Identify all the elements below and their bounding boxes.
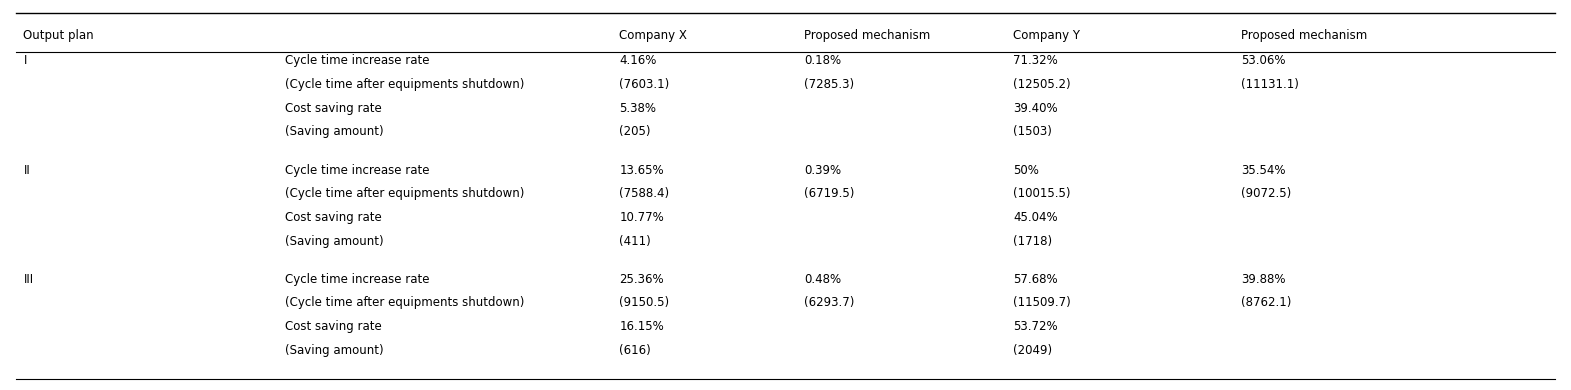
Text: Cost saving rate: Cost saving rate [284,320,382,333]
Text: Output plan: Output plan [24,29,94,42]
Text: 39.88%: 39.88% [1241,273,1285,286]
Text: Company Y: Company Y [1013,29,1081,42]
Text: Cost saving rate: Cost saving rate [284,211,382,224]
Text: 53.06%: 53.06% [1241,54,1285,67]
Text: (7588.4): (7588.4) [619,187,669,200]
Text: (Saving amount): (Saving amount) [284,235,383,248]
Text: (9150.5): (9150.5) [619,296,669,309]
Text: 0.18%: 0.18% [804,54,840,67]
Text: 4.16%: 4.16% [619,54,657,67]
Text: (Saving amount): (Saving amount) [284,126,383,138]
Text: Proposed mechanism: Proposed mechanism [804,29,930,42]
Text: (1503): (1503) [1013,126,1053,138]
Text: (Saving amount): (Saving amount) [284,344,383,357]
Text: (10015.5): (10015.5) [1013,187,1071,200]
Text: (11509.7): (11509.7) [1013,296,1071,309]
Text: Cycle time increase rate: Cycle time increase rate [284,163,429,177]
Text: 50%: 50% [1013,163,1040,177]
Text: (616): (616) [619,344,650,357]
Text: 5.38%: 5.38% [619,102,657,115]
Text: 71.32%: 71.32% [1013,54,1059,67]
Text: 16.15%: 16.15% [619,320,665,333]
Text: (Cycle time after equipments shutdown): (Cycle time after equipments shutdown) [284,187,525,200]
Text: Company X: Company X [619,29,687,42]
Text: 53.72%: 53.72% [1013,320,1057,333]
Text: (9072.5): (9072.5) [1241,187,1291,200]
Text: 13.65%: 13.65% [619,163,665,177]
Text: (Cycle time after equipments shutdown): (Cycle time after equipments shutdown) [284,78,525,91]
Text: (205): (205) [619,126,650,138]
Text: (11131.1): (11131.1) [1241,78,1299,91]
Text: 57.68%: 57.68% [1013,273,1057,286]
Text: (7285.3): (7285.3) [804,78,855,91]
Text: 39.40%: 39.40% [1013,102,1057,115]
Text: 0.48%: 0.48% [804,273,840,286]
Text: (1718): (1718) [1013,235,1053,248]
Text: III: III [24,273,33,286]
Text: II: II [24,163,30,177]
Text: (6719.5): (6719.5) [804,187,855,200]
Text: (Cycle time after equipments shutdown): (Cycle time after equipments shutdown) [284,296,525,309]
Text: (2049): (2049) [1013,344,1053,357]
Text: Cycle time increase rate: Cycle time increase rate [284,273,429,286]
Text: Cost saving rate: Cost saving rate [284,102,382,115]
Text: Cycle time increase rate: Cycle time increase rate [284,54,429,67]
Text: 10.77%: 10.77% [619,211,665,224]
Text: 25.36%: 25.36% [619,273,665,286]
Text: I: I [24,54,27,67]
Text: (8762.1): (8762.1) [1241,296,1291,309]
Text: 0.39%: 0.39% [804,163,840,177]
Text: 45.04%: 45.04% [1013,211,1057,224]
Text: (7603.1): (7603.1) [619,78,669,91]
Text: (6293.7): (6293.7) [804,296,855,309]
Text: (12505.2): (12505.2) [1013,78,1071,91]
Text: 35.54%: 35.54% [1241,163,1285,177]
Text: (411): (411) [619,235,650,248]
Text: Proposed mechanism: Proposed mechanism [1241,29,1367,42]
